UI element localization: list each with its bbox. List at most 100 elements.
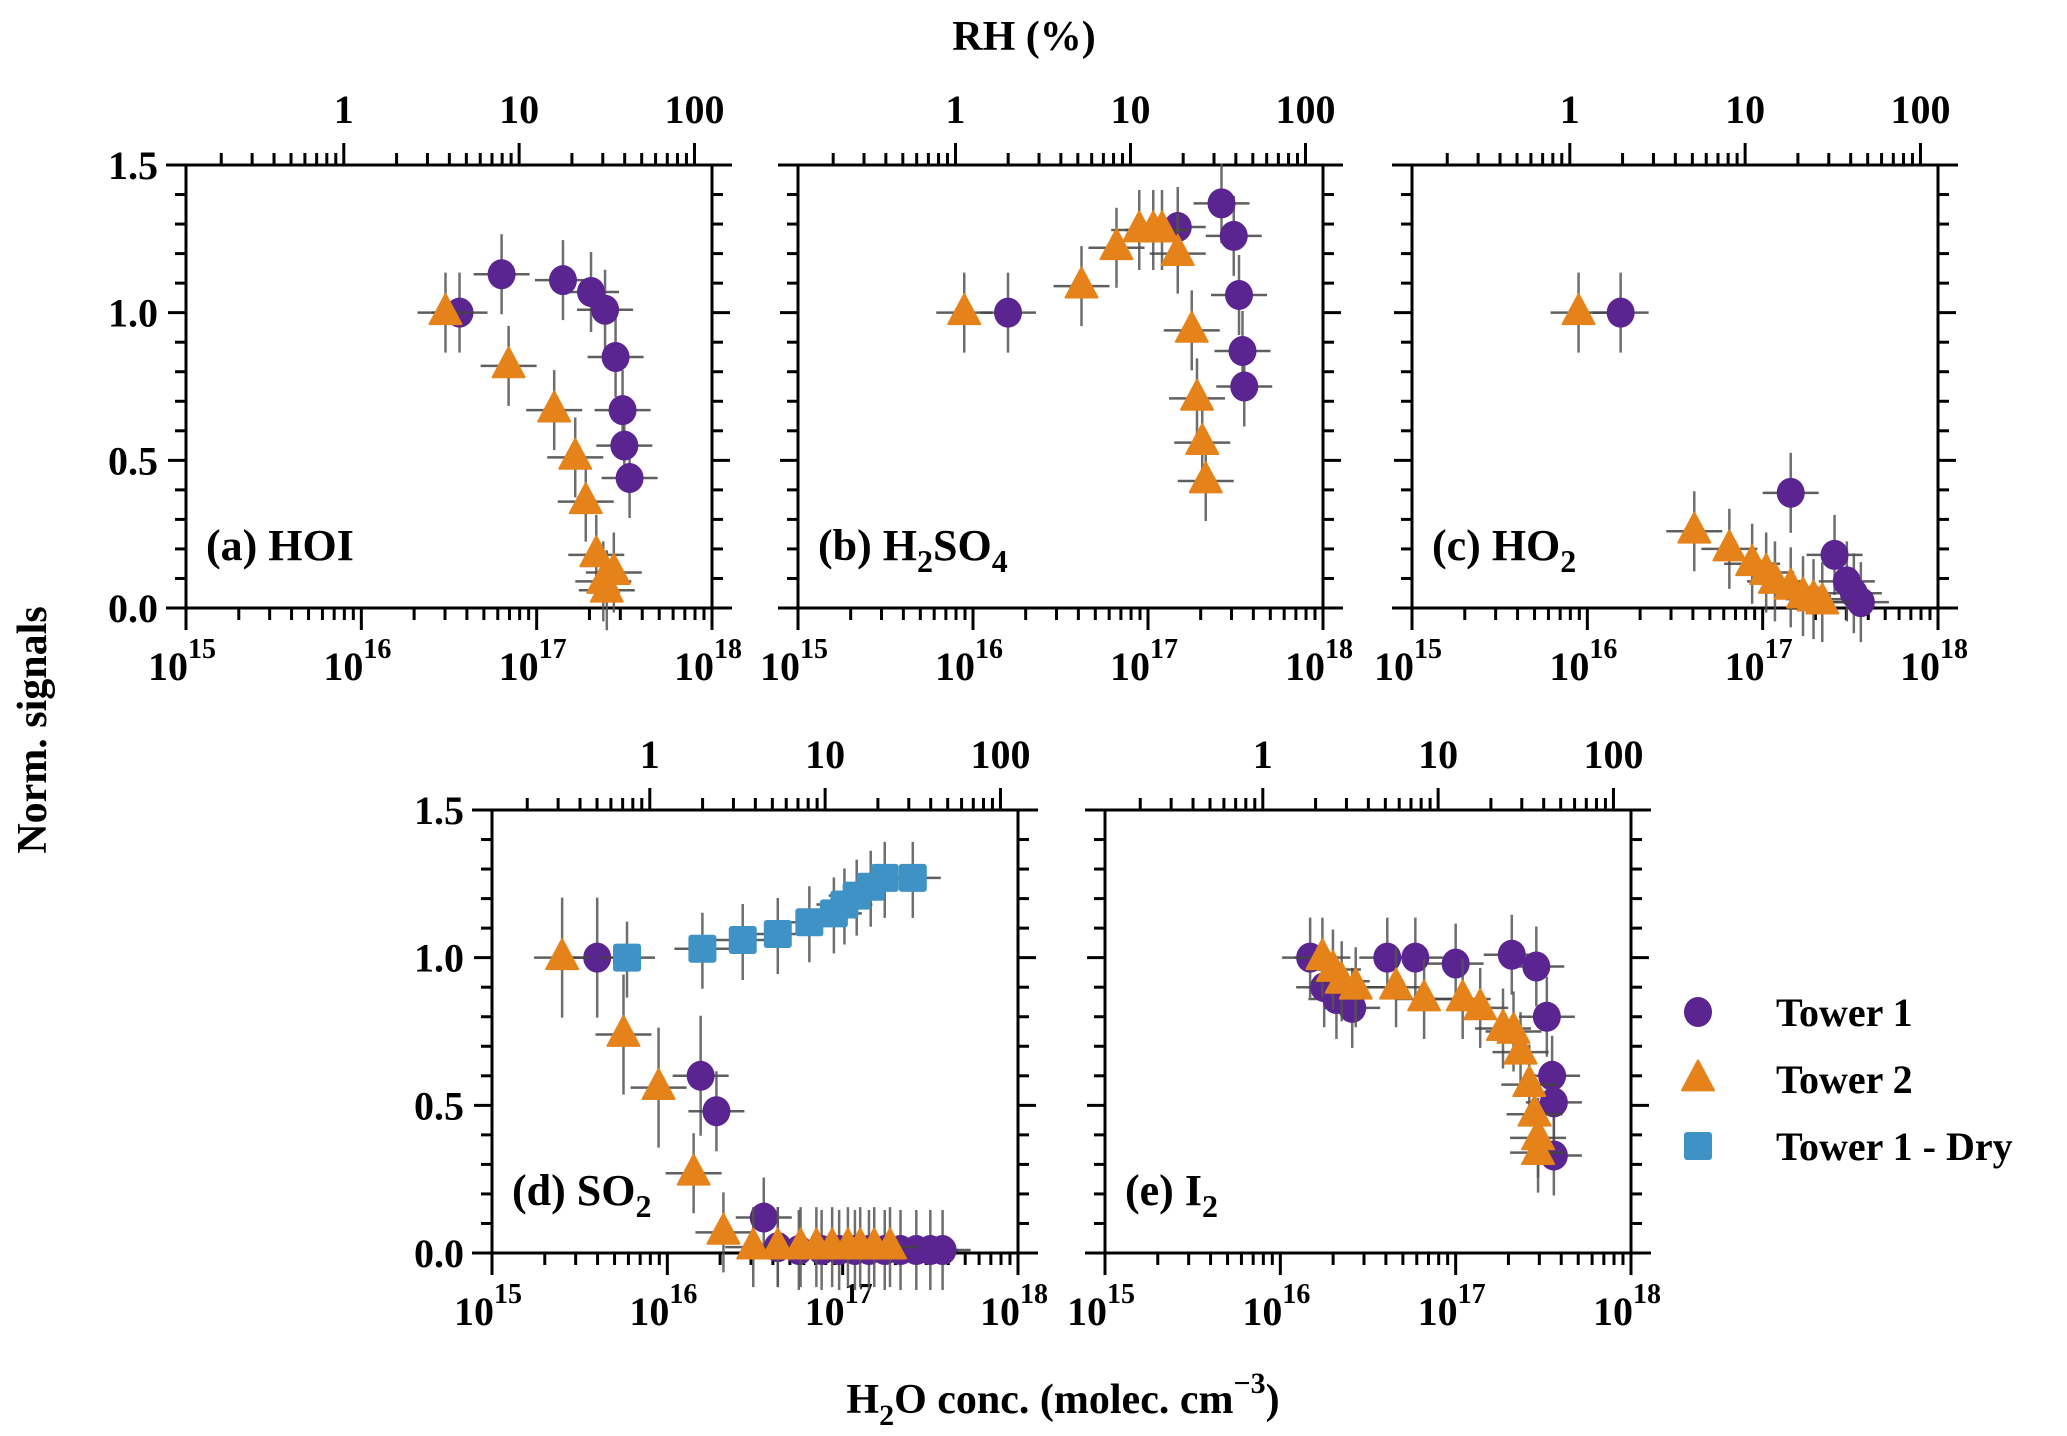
top-tick-label: 10: [805, 732, 845, 777]
data-point: [579, 535, 614, 568]
x-tick-label: 1017: [1418, 1279, 1486, 1334]
series-tower-2: [417, 272, 642, 631]
x-tick-exponent: 16: [975, 634, 1003, 665]
data-point: [601, 341, 630, 372]
legend: Tower 1 Tower 2 Tower 1 - Dry: [1681, 990, 2013, 1169]
series-tower-1: [1592, 272, 1889, 643]
x-tick-label: 1016: [935, 634, 1003, 689]
series-tower-1: [980, 163, 1273, 427]
x-tick-base: 10: [805, 1289, 845, 1334]
data-point: [1407, 979, 1442, 1012]
panel-label-subscript: 2: [1202, 1188, 1218, 1224]
data-point: [1561, 293, 1596, 326]
data-point: [1497, 939, 1526, 970]
x-tick-base: 10: [760, 644, 800, 689]
data-point: [1145, 210, 1179, 243]
y-tick-label: 1.0: [414, 936, 464, 981]
x-tick-base: 10: [629, 1289, 669, 1334]
data-point: [994, 297, 1022, 328]
data-point: [1532, 1001, 1561, 1032]
data-point: [613, 943, 642, 972]
data-point: [1463, 988, 1498, 1021]
panel-label: (a) HOI: [206, 521, 354, 570]
x-tick-label: 1018: [1900, 634, 1968, 689]
panel-label: (d) SO2: [512, 1166, 651, 1224]
y-tick-label: 0.0: [414, 1231, 464, 1276]
panel-label-text: (a) HOI: [206, 521, 354, 570]
data-point: [1099, 228, 1134, 261]
x-tick-label: 1018: [1285, 634, 1353, 689]
x-tick-exponent: 18: [1325, 634, 1353, 665]
x-tick-base: 10: [1418, 1289, 1458, 1334]
data-point: [1521, 1132, 1556, 1165]
x-tick-base: 10: [148, 644, 188, 689]
data-point: [615, 463, 644, 494]
data-point: [928, 1235, 957, 1266]
legend-item: Tower 2: [1681, 1057, 1913, 1102]
data-point: [1441, 948, 1470, 979]
panel-label-subscript: 2: [635, 1188, 651, 1224]
series-tower-1: [1282, 914, 1582, 1196]
panel-label-subscript: 2: [917, 543, 933, 579]
data-point: [736, 1227, 771, 1260]
top-tick-label: 10: [1111, 87, 1151, 132]
x-tick-label: 1016: [1242, 1279, 1310, 1334]
data-point: [1338, 967, 1373, 1000]
legend-marker-triangle: [1681, 1059, 1715, 1092]
data-point: [591, 294, 620, 325]
x-tick-base: 10: [454, 1289, 494, 1334]
x-tick-exponent: 18: [1633, 1279, 1661, 1310]
x-tick-exponent: 15: [800, 634, 828, 665]
data-point: [1230, 371, 1259, 402]
data-point: [702, 1096, 731, 1127]
data-point: [873, 1227, 908, 1260]
panel-label-text: (b) H: [818, 521, 917, 570]
top-tick-label: 10: [499, 87, 539, 132]
data-point: [1401, 942, 1430, 973]
data-point: [706, 1212, 741, 1245]
x-tick-exponent: 18: [1940, 634, 1968, 665]
data-point: [1338, 992, 1367, 1023]
x-tick-base: 10: [1110, 644, 1150, 689]
data-point: [760, 1227, 795, 1260]
data-point: [1539, 1087, 1568, 1118]
x-axis-title-post: ): [1266, 1377, 1280, 1423]
data-point: [1820, 539, 1849, 570]
legend-item: Tower 1 - Dry: [1684, 1124, 2013, 1169]
panel-label-text: (e) I: [1125, 1166, 1202, 1215]
data-point: [1712, 529, 1747, 562]
panel-label-text: (d) SO: [512, 1166, 635, 1215]
x-tick-label: 1015: [148, 634, 216, 689]
data-point: [558, 437, 593, 470]
data-point: [1512, 1065, 1547, 1098]
top-axis-title: RH (%): [952, 14, 1095, 60]
series-tower-2: [1294, 917, 1567, 1193]
y-tick-label: 1.5: [108, 143, 158, 188]
x-tick-base: 10: [674, 644, 714, 689]
x-tick-exponent: 16: [669, 1279, 697, 1310]
x-tick-exponent: 16: [363, 634, 391, 665]
x-tick-base: 10: [1242, 1289, 1282, 1334]
x-tick-label: 1017: [1725, 634, 1793, 689]
data-point: [606, 1014, 641, 1047]
top-tick-label: 100: [1890, 87, 1950, 132]
y-axis-title: Norm. signals: [10, 606, 56, 853]
data-point: [589, 570, 624, 603]
data-point: [1776, 477, 1805, 508]
data-point: [545, 938, 580, 971]
data-point: [676, 1153, 711, 1186]
data-point: [795, 908, 824, 937]
x-tick-base: 10: [980, 1289, 1020, 1334]
data-point: [487, 259, 516, 290]
top-tick-label: 100: [1276, 87, 1336, 132]
y-tick-label: 0.5: [108, 438, 158, 483]
x-tick-label: 1015: [1374, 634, 1442, 689]
series-tower-1: [431, 234, 658, 519]
